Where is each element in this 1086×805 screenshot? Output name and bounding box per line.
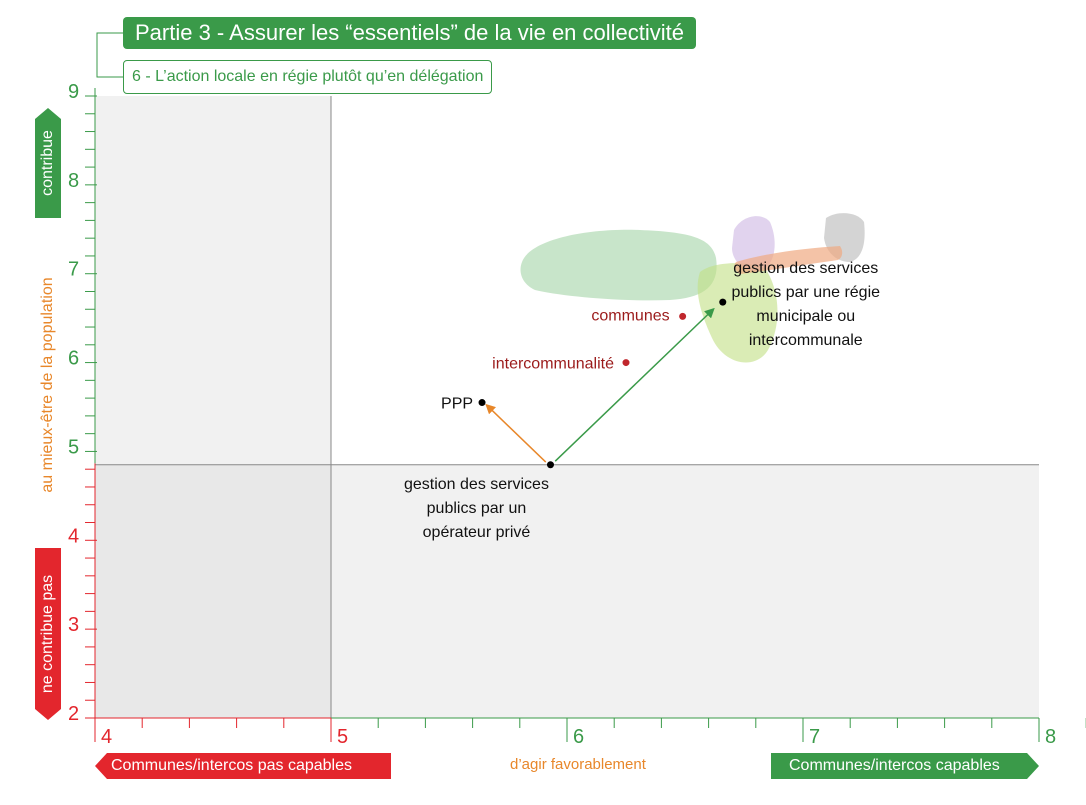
trajectory-arrow-1 — [485, 403, 547, 463]
x-axis-center-label: d’agir favorablement — [510, 756, 646, 773]
x-tick-label: 6 — [573, 726, 584, 748]
point-label-line: intercommunale — [749, 332, 863, 349]
zone-blob-green-large — [520, 229, 717, 301]
point-label-line: publics par un — [427, 500, 527, 517]
point-label-line: PPP — [441, 396, 473, 413]
y-tick-label: 2 — [68, 703, 79, 725]
y-tick-label: 5 — [68, 436, 79, 458]
quadrant-bottom — [331, 464, 1039, 718]
page-title: Partie 3 - Assurer les “essentiels” de l… — [123, 17, 697, 49]
y-tick-label: 4 — [68, 525, 79, 547]
trajectory-arrow-2 — [554, 307, 715, 462]
data-point — [719, 298, 727, 306]
point-label: communes — [591, 307, 669, 324]
x-axis-left-label: Communes/intercos pas capables — [95, 753, 391, 779]
page-subtitle: 6 - L’action locale en régie plutôt qu’e… — [123, 60, 493, 94]
zone-shapes — [520, 213, 865, 363]
quadrant-overlap — [95, 464, 331, 718]
data-point — [478, 399, 486, 407]
point-label-line: communes — [591, 307, 669, 324]
y-tick-label: 8 — [68, 170, 79, 192]
point-label: gestion des services publics par un opérat… — [404, 476, 549, 541]
y-tick-label: 7 — [68, 259, 79, 281]
data-point — [546, 461, 554, 469]
x-tick-label: 4 — [101, 726, 112, 748]
zone-blob-orange — [734, 246, 843, 274]
point-label-line: publics par une régie — [731, 284, 880, 301]
point-label: intercommunalité — [492, 356, 614, 373]
point-label-line: gestion des services — [733, 260, 878, 277]
y-tick-label: 6 — [68, 348, 79, 370]
data-point — [678, 311, 688, 321]
point-label-line: gestion des services — [404, 476, 549, 493]
y-axis-bottom-label: ne contribue pas — [35, 548, 61, 720]
x-tick-label: 7 — [809, 726, 820, 748]
point-label: gestion des services publics par une régi… — [731, 260, 880, 349]
y-tick-label: 3 — [68, 614, 79, 636]
point-label-line: intercommunalité — [492, 356, 614, 373]
x-tick-label: 5 — [337, 726, 348, 748]
x-tick-label: 8 — [1045, 726, 1056, 748]
header-connector — [96, 32, 123, 78]
y-tick-label: 9 — [68, 81, 79, 103]
x-axis-right-label: Communes/intercos capables — [771, 753, 1039, 779]
data-point — [621, 358, 631, 368]
point-label: PPP — [441, 396, 473, 413]
y-axis-top-label: contribue — [35, 108, 61, 218]
point-label-line: opérateur privé — [423, 524, 531, 541]
zone-blob-lime — [697, 263, 778, 363]
y-axis-middle-label: au mieux-être de la population — [39, 277, 56, 493]
point-label-line: municipale ou — [756, 308, 855, 325]
